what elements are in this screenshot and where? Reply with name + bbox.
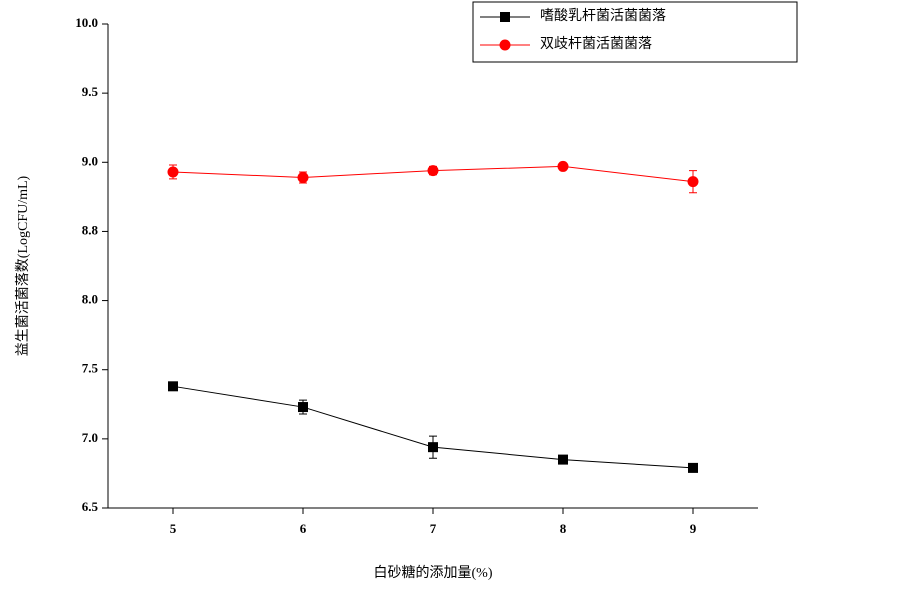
- y-tick-label: 6.5: [82, 499, 99, 514]
- y-tick-label: 9.0: [82, 153, 98, 168]
- x-tick-label: 5: [170, 521, 177, 536]
- legend-label: 双歧杆菌活菌菌落: [540, 36, 652, 52]
- data-point: [427, 165, 439, 177]
- data-point: [557, 160, 569, 172]
- data-point: [167, 166, 179, 178]
- y-tick-label: 8.8: [82, 222, 99, 237]
- data-point: [168, 381, 178, 392]
- y-tick-label: 9.5: [82, 84, 99, 99]
- data-point: [558, 454, 568, 465]
- legend-label: 嗜酸乳杆菌活菌菌落: [540, 8, 666, 24]
- legend-box: [472, 1, 798, 63]
- y-tick-label: 8.0: [82, 292, 98, 307]
- y-tick-label: 10.0: [75, 15, 98, 30]
- y-tick-label: 7.5: [82, 361, 99, 376]
- legend-marker: [500, 12, 510, 22]
- data-point: [428, 442, 438, 453]
- data-point: [298, 402, 308, 413]
- y-tick-label: 7.0: [82, 430, 98, 445]
- x-tick-label: 8: [560, 521, 567, 536]
- x-tick-label: 9: [690, 521, 697, 536]
- y-axis-label: 益生菌活菌落数(LogCFU/mL): [15, 175, 31, 356]
- x-axis-label: 白砂糖的添加量(%): [374, 565, 493, 581]
- data-point: [687, 176, 699, 188]
- data-point: [688, 462, 698, 473]
- data-point: [297, 171, 309, 183]
- x-tick-label: 7: [430, 521, 437, 536]
- legend-marker: [499, 39, 511, 51]
- x-tick-label: 6: [300, 521, 307, 536]
